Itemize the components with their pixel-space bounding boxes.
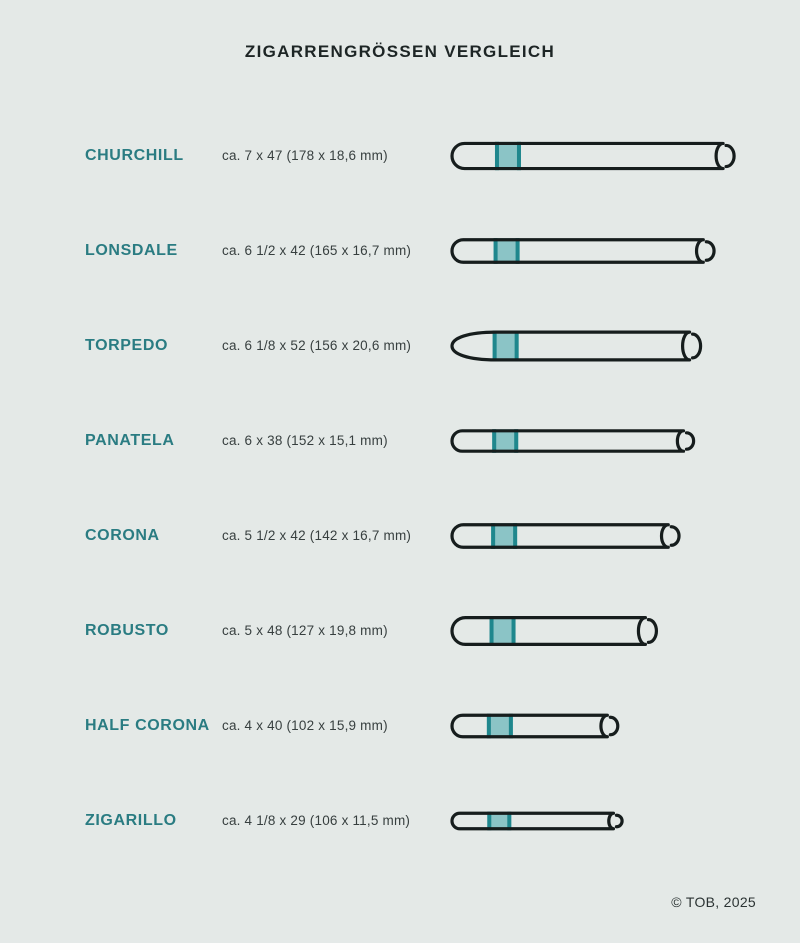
cigar-band [492,428,519,453]
cigar-illustration [450,522,681,549]
cigar-illustration [450,329,703,362]
cigar-name: CHURCHILL [85,146,184,164]
cigar-foot-arc [614,813,624,828]
cigar-foot-arc [646,617,658,644]
cigar-art [432,413,762,469]
cigar-band-right-edge [516,141,521,170]
cigar-outline [450,329,692,362]
cigar-band-left-edge [491,522,496,549]
cigar-band [486,713,513,738]
cigar-foot-arc [669,524,681,547]
cigar-row: PANATELA ca. 6 x 38 (152 x 15,1 mm) [0,393,800,488]
cigar-name: HALF CORONA [85,716,210,734]
cigar-foot-arc [608,715,620,736]
cigar-art [432,318,762,374]
cigar-illustration [450,141,736,170]
cigar-band-left-edge [492,428,497,453]
cigar-band-left-edge [487,811,492,830]
cigar-row: ROBUSTO ca. 5 x 48 (127 x 19,8 mm) [0,583,800,678]
cigar-band-left-edge [493,237,498,264]
cigar-outline [450,237,705,264]
cigar-name: CORONA [85,526,160,544]
cigar-art [432,793,762,849]
cigar-dimensions: ca. 4 1/8 x 29 (106 x 11,5 mm) [222,813,411,828]
cigar-band-right-edge [507,811,512,830]
cigar-dimensions: ca. 7 x 47 (178 x 18,6 mm) [222,148,388,163]
cigar-dimensions: ca. 6 1/8 x 52 (156 x 20,6 mm) [222,338,412,353]
cigar-name: TORPEDO [85,336,169,354]
cigar-illustration [450,713,620,738]
cigar-band [489,615,516,646]
cigar-band-left-edge [494,141,499,170]
cigar-band-left-edge [486,713,491,738]
cigar-band [487,811,512,830]
cigar-outline [450,713,609,738]
cigar-band [491,522,518,549]
cigar-row: CHURCHILL ca. 7 x 47 (178 x 18,6 mm) [0,108,800,203]
cigar-band-right-edge [515,237,520,264]
cigar-art [432,508,762,564]
cigar-dimensions: ca. 6 1/2 x 42 (165 x 16,7 mm) [222,243,412,258]
cigar-foot-arc [684,430,696,451]
cigar-band-right-edge [514,329,519,362]
cigar-name: LONSDALE [85,241,178,259]
cigar-illustration [450,237,716,264]
cigar-art [432,128,762,184]
cigar-outline [450,428,686,453]
cigar-row: TORPEDO ca. 6 1/8 x 52 (156 x 20,6 mm) [0,298,800,393]
copyright-text: © TOB, 2025 [671,894,756,910]
cigar-art [432,603,762,659]
cigar-band [492,329,519,362]
cigar-illustration [450,811,624,830]
cigar-name: ROBUSTO [85,621,169,639]
page-title: ZIGARRENGRÖSSEN VERGLEICH [244,42,556,61]
cigar-foot-arc [690,331,703,360]
bottom-edge-strip [0,943,800,950]
cigar-band-right-edge [514,428,519,453]
cigar-dimensions: ca. 5 1/2 x 42 (142 x 16,7 mm) [222,528,412,543]
cigar-band-right-edge [513,522,518,549]
cigar-rows: CHURCHILL ca. 7 x 47 (178 x 18,6 mm) LON… [0,108,800,868]
cigar-outline [450,522,670,549]
cigar-outline [450,811,616,830]
cigar-name: PANATELA [85,431,175,449]
cigar-band [493,237,520,264]
cigar-band [494,141,521,170]
cigar-illustration [450,428,696,453]
cigar-band-left-edge [489,615,494,646]
cigar-dimensions: ca. 4 x 40 (102 x 15,9 mm) [222,718,388,733]
cigar-foot-arc [724,143,736,168]
cigar-row: ZIGARILLO ca. 4 1/8 x 29 (106 x 11,5 mm) [0,773,800,868]
cigar-band-right-edge [508,713,513,738]
cigar-illustration [450,615,658,646]
cigar-row: HALF CORONA ca. 4 x 40 (102 x 15,9 mm) [0,678,800,773]
cigar-art [432,223,762,279]
cigar-dimensions: ca. 5 x 48 (127 x 19,8 mm) [222,623,388,638]
cigar-row: LONSDALE ca. 6 1/2 x 42 (165 x 16,7 mm) [0,203,800,298]
cigar-name: ZIGARILLO [85,811,177,829]
cigar-dimensions: ca. 6 x 38 (152 x 15,1 mm) [222,433,388,448]
cigar-art [432,698,762,754]
cigar-foot-arc [704,239,716,262]
cigar-row: CORONA ca. 5 1/2 x 42 (142 x 16,7 mm) [0,488,800,583]
cigar-band-left-edge [492,329,497,362]
cigar-outline [450,615,648,646]
cigar-band-right-edge [511,615,516,646]
cigar-outline [450,141,725,170]
